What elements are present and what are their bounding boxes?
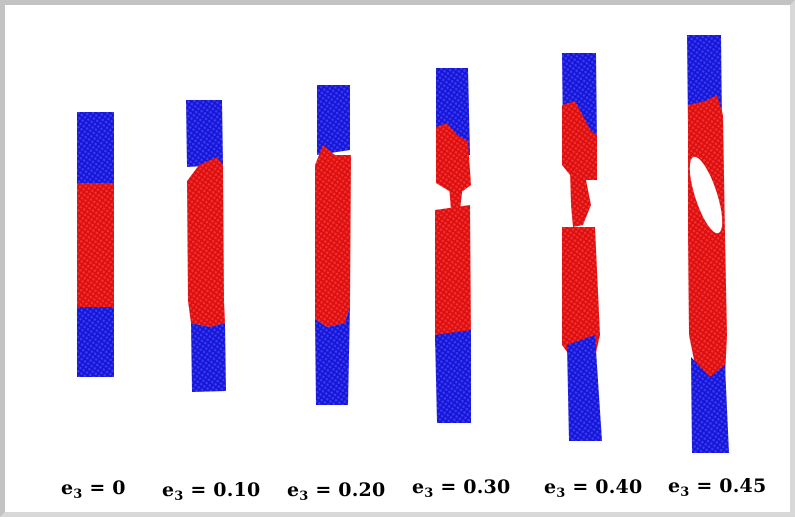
label-panel-6: e3 = 0.45 bbox=[668, 475, 767, 500]
specimen-6-red-body bbox=[688, 95, 727, 385]
specimen-5 bbox=[562, 53, 602, 441]
label-panel-4: e3 = 0.30 bbox=[412, 476, 511, 501]
specimens-canvas bbox=[77, 35, 729, 453]
specimen-5-lower-red bbox=[562, 227, 600, 363]
specimen-6-bottom-blue bbox=[691, 357, 729, 453]
specimen-3-middle-red bbox=[315, 145, 351, 327]
specimen-5-bottom-blue bbox=[567, 335, 602, 441]
specimen-1 bbox=[77, 112, 114, 377]
specimen-3-bottom-blue bbox=[315, 305, 350, 405]
specimen-4-neck-red bbox=[449, 185, 463, 210]
specimen-4-lower-red bbox=[435, 205, 471, 345]
label-panel-3: e3 = 0.20 bbox=[287, 479, 386, 504]
label-panel-5: e3 = 0.40 bbox=[544, 476, 643, 501]
specimen-1-middle-red bbox=[77, 183, 114, 308]
specimen-6 bbox=[687, 35, 729, 453]
specimen-3 bbox=[315, 85, 351, 405]
specimen-5-upper-red bbox=[562, 101, 597, 180]
label-panel-1: e3 = 0 bbox=[61, 477, 126, 502]
specimen-2 bbox=[186, 100, 226, 392]
specimen-1-top-blue bbox=[77, 112, 114, 184]
specimen-2-middle-red bbox=[187, 157, 225, 327]
specimen-2-bottom-blue bbox=[191, 323, 226, 392]
label-panel-2: e3 = 0.10 bbox=[162, 479, 261, 504]
specimen-1-bottom-blue bbox=[77, 307, 114, 377]
specimen-4 bbox=[435, 68, 471, 423]
specimen-5-neck-red bbox=[570, 170, 591, 227]
specimen-3-top-blue bbox=[317, 85, 350, 155]
specimen-6-void bbox=[689, 156, 723, 234]
specimen-4-bottom-blue bbox=[435, 330, 471, 423]
specimen-4-upper-red bbox=[436, 123, 471, 191]
specimen-2-top-blue bbox=[186, 100, 223, 167]
